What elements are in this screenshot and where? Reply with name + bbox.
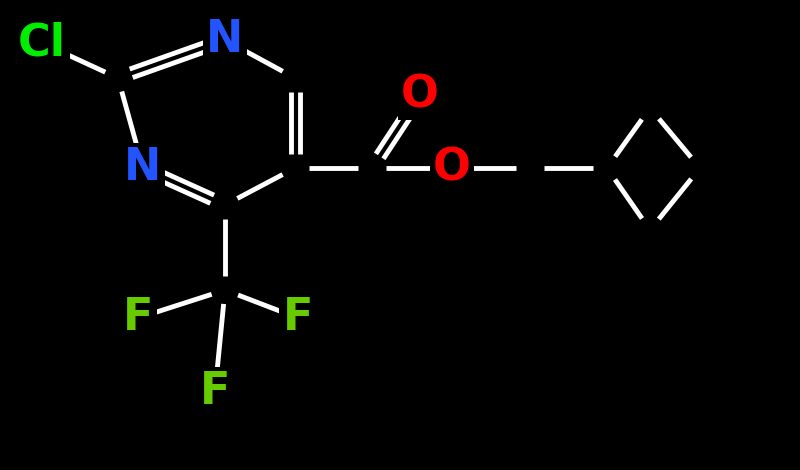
Text: F: F (123, 297, 153, 339)
Text: N: N (206, 18, 244, 62)
Text: F: F (200, 370, 230, 414)
Text: Cl: Cl (18, 22, 66, 64)
Text: N: N (124, 147, 162, 189)
Text: F: F (283, 297, 313, 339)
Text: O: O (433, 147, 471, 189)
Text: O: O (401, 73, 439, 117)
